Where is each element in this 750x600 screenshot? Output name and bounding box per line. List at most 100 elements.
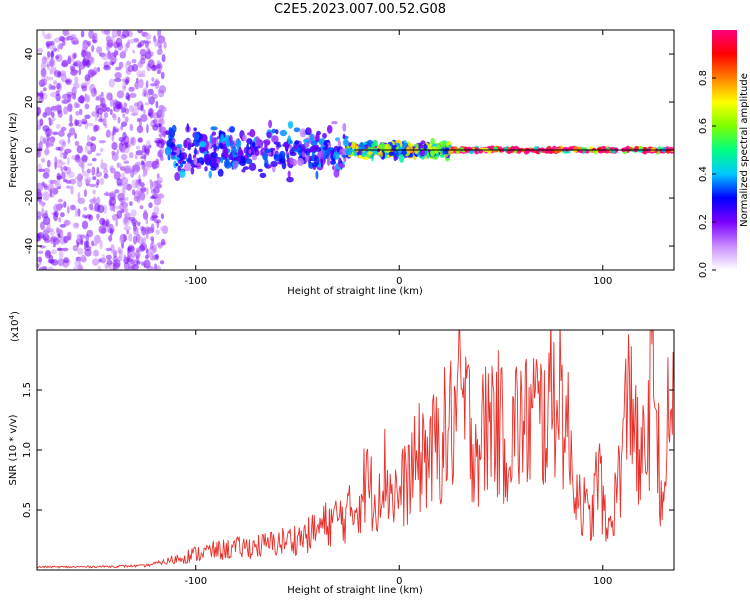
spectrogram-cell — [59, 159, 62, 164]
spectrogram-cell — [289, 151, 297, 157]
spectrogram-cell — [264, 148, 272, 154]
spectrogram-cell — [147, 59, 155, 69]
spectrogram-cell — [109, 108, 113, 116]
spectrogram-cell — [123, 160, 130, 164]
snr-scale-label: (x104) — [8, 311, 21, 342]
spectrogram-cell — [45, 40, 52, 47]
spectrogram-cell — [42, 183, 48, 189]
spectrogram-cell — [80, 238, 84, 246]
spectrogram-cell — [63, 155, 67, 159]
spectrogram-cell — [332, 165, 335, 171]
spectrogram-cell — [134, 153, 138, 160]
spectrogram-cell — [293, 144, 299, 150]
spectrogram-cell — [132, 235, 138, 245]
spectrogram-cell — [144, 226, 151, 235]
spectrogram-panel: -100 0 100 -40 -20 0 20 40 Height of straight … — [8, 29, 675, 297]
snr-plot-area — [37, 330, 674, 570]
spectrogram-cell — [44, 148, 50, 156]
spectrogram-cell — [123, 225, 131, 231]
spectrogram-cell — [40, 94, 44, 98]
spectrogram-cell — [211, 137, 217, 145]
spectrogram-cell — [601, 146, 607, 151]
spectrogram-cell — [61, 99, 69, 104]
spectrogram-cell — [61, 247, 69, 252]
spectrogram-cell — [49, 69, 52, 75]
spectrogram-cell — [121, 82, 127, 92]
spectrogram-cell — [43, 92, 48, 100]
spectrogram-cell — [113, 41, 120, 49]
spectrogram-cell — [423, 143, 427, 151]
spectrogram-cell — [58, 217, 62, 223]
spectrogram-cell — [173, 160, 177, 169]
spectrogram-cell — [273, 141, 281, 145]
spectrogram-cell — [438, 141, 446, 149]
spectrogram-cell — [83, 245, 92, 251]
spectrogram-cell — [114, 172, 117, 177]
spectrogram-cell — [88, 203, 94, 210]
spectrogram-cell — [60, 212, 65, 218]
spectrogram-marks — [37, 30, 674, 270]
spectrogram-cell — [171, 124, 177, 133]
spectrogram-y-label: Frequency (Hz) — [8, 112, 19, 188]
spectrogram-cell — [53, 210, 59, 218]
spectrogram-cell — [303, 148, 311, 154]
spectrogram-cell — [112, 113, 117, 121]
spectrogram-cell — [76, 179, 83, 188]
spectrogram-cell — [158, 85, 167, 94]
spectrogram-cell — [74, 132, 77, 139]
spectrogram-cell — [224, 158, 230, 167]
spectrogram-cell — [247, 132, 253, 136]
spectrogram-cell — [164, 146, 172, 156]
spectrogram-cell — [114, 72, 122, 79]
spectrogram-cell — [88, 30, 94, 39]
spectrogram-cell — [111, 249, 118, 255]
spectrogram-cell — [79, 234, 86, 239]
colorbar-tick-label: 0.8 — [698, 70, 709, 86]
spectrogram-cell — [181, 152, 188, 160]
snr-y-tick-label: 1.5 — [22, 382, 33, 398]
spectrogram-cell — [305, 127, 312, 136]
colorbar-strip — [712, 30, 737, 270]
spectrogram-cell — [111, 30, 119, 38]
spectrogram-cell — [124, 116, 129, 123]
spectrogram-cell — [62, 30, 69, 36]
spectrogram-cell — [351, 141, 356, 150]
spectrogram-cell — [388, 151, 395, 156]
spectrogram-cell — [310, 133, 314, 143]
spectrogram-cell — [139, 48, 147, 57]
spectrogram-cell — [121, 146, 127, 151]
spectrogram-cell — [183, 163, 192, 172]
spectrogram-cell — [63, 201, 67, 208]
spectrogram-cell — [131, 189, 136, 196]
spectrogram-cell — [160, 71, 165, 80]
spectrogram-cell — [171, 151, 177, 156]
spectrogram-cell — [285, 151, 290, 155]
spectrogram-cell — [101, 30, 109, 35]
spectrogram-cell — [92, 258, 100, 266]
spectrogram-cell — [105, 247, 112, 252]
spectrogram-cell — [93, 249, 99, 257]
spectrogram-cell — [84, 114, 91, 120]
spectrogram-cell — [48, 254, 54, 264]
spectrogram-cell — [279, 158, 286, 164]
spectrogram-cell — [130, 112, 138, 117]
spectrogram-cell — [55, 183, 62, 188]
spectrogram-cell — [204, 166, 208, 172]
spectrogram-cell — [175, 163, 179, 167]
spectrogram-cell — [112, 126, 117, 136]
spectrogram-cell — [139, 182, 145, 188]
spectrogram-cell — [63, 166, 68, 171]
spectrogram-cell — [345, 147, 353, 156]
spectrogram-cell — [91, 157, 97, 162]
spectrogram-cell — [87, 40, 91, 47]
spectrogram-cell — [157, 193, 165, 200]
spectrogram-cell — [42, 216, 51, 226]
spectrogram-cell — [465, 148, 470, 154]
spectrogram-cell — [56, 175, 63, 180]
spectrogram-cell — [168, 127, 173, 133]
spectrogram-cell — [89, 83, 96, 93]
spectrogram-cell — [128, 233, 133, 242]
spectrogram-cell — [77, 61, 83, 65]
spectrogram-cell — [62, 40, 66, 46]
spectrogram-cell — [383, 143, 391, 153]
